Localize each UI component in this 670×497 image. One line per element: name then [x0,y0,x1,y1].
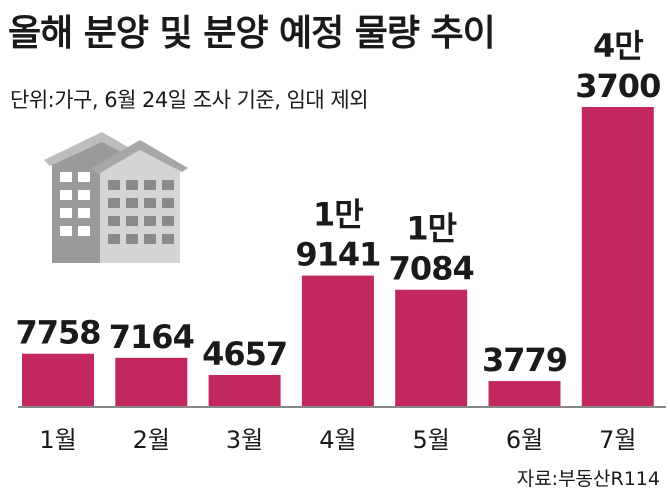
chart-subtitle: 단위:가구, 6월 24일 조사 기준, 임대 제외 [10,88,369,112]
bar-value-label-5: 1만 [406,210,456,248]
bar-1 [22,353,94,407]
x-tick-label-3: 3월 [226,426,263,454]
x-tick-label-2: 2월 [133,426,170,454]
bar-value-label-4: 1만 [313,196,363,234]
x-tick-label-1: 1월 [39,426,76,454]
bar-value-label-5: 7084 [389,250,474,288]
bar-2 [115,357,188,407]
chart-source: 자료:부동산R114 [516,468,660,490]
bar-5 [395,289,468,407]
chart-title: 올해 분양 및 분양 예정 물량 추이 [8,13,496,54]
bar-value-label-2: 7164 [109,318,194,356]
x-tick-label-4: 4월 [319,426,356,454]
bar-value-label-7: 3700 [575,67,660,105]
bar-value-label-3: 4657 [202,335,287,373]
bar-4 [301,275,374,407]
bar-3 [208,375,281,407]
bar-value-label-1: 7758 [15,314,100,352]
bar-value-label-4: 9141 [295,236,380,274]
bar-6 [488,381,561,407]
bar-value-label-6: 3779 [482,341,567,379]
building-icon [44,132,188,263]
bar-7 [581,107,654,407]
bar-value-label-7: 4만 [593,27,643,65]
x-tick-label-7: 7월 [599,426,636,454]
x-tick-label-6: 6월 [506,426,543,454]
x-tick-label-5: 5월 [413,426,450,454]
